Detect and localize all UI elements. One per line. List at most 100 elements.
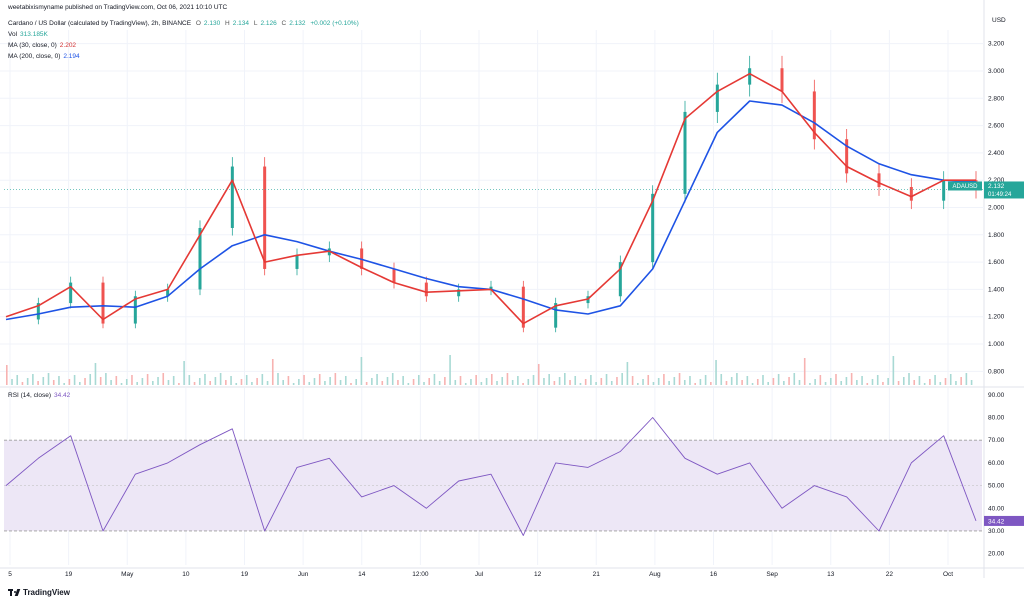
volume-bar bbox=[725, 381, 728, 385]
volume-bar bbox=[694, 383, 696, 385]
volume-bar bbox=[444, 377, 446, 385]
volume-bar bbox=[334, 373, 337, 385]
volume-bar bbox=[829, 378, 832, 385]
tradingview-logo[interactable]: TradingView bbox=[8, 588, 70, 597]
volume-bar bbox=[397, 380, 399, 385]
volume-bar bbox=[574, 376, 577, 385]
y-tick-label: 1.000 bbox=[988, 341, 1005, 348]
ma200-legend[interactable]: MA (200, close, 0) 2.194 bbox=[8, 53, 80, 60]
volume-bar bbox=[767, 382, 769, 385]
volume-bar bbox=[204, 374, 206, 385]
volume-bar bbox=[569, 380, 571, 385]
volume-bar bbox=[657, 378, 660, 385]
rsi-y-tick-label: 50.00 bbox=[988, 483, 1005, 490]
y-tick-label: 2.200 bbox=[988, 177, 1005, 184]
volume-bar bbox=[835, 374, 837, 385]
symbol-title[interactable]: Cardano / US Dollar (calculated by Tradi… bbox=[8, 20, 192, 27]
volume-bar bbox=[209, 381, 211, 385]
volume-bar bbox=[637, 383, 639, 385]
rsi-y-tick-label: 20.00 bbox=[988, 551, 1005, 558]
volume-bar bbox=[376, 374, 378, 385]
volume-bar bbox=[496, 381, 498, 385]
volume-bar bbox=[929, 379, 931, 385]
ohlc-high: 2.134 bbox=[232, 20, 249, 27]
volume-legend[interactable]: Vol 313.185K bbox=[8, 31, 48, 38]
volume-bar bbox=[652, 382, 655, 385]
volume-bar bbox=[470, 379, 472, 385]
volume-bar bbox=[21, 382, 24, 385]
candle bbox=[909, 187, 913, 201]
price-tag-countdown: 01:49:24 bbox=[988, 192, 1012, 198]
volume-bar bbox=[892, 356, 895, 385]
volume-bar bbox=[537, 364, 540, 385]
x-tick-label: 21 bbox=[593, 571, 601, 578]
volume-bar bbox=[89, 374, 92, 385]
volume-bar bbox=[193, 382, 196, 385]
candle bbox=[230, 166, 234, 228]
volume-bar bbox=[856, 380, 858, 385]
volume-bar bbox=[923, 383, 926, 385]
volume-bar bbox=[298, 379, 300, 385]
x-tick-label: Jul bbox=[475, 571, 484, 578]
candle bbox=[618, 262, 622, 297]
volume-bar bbox=[871, 379, 874, 385]
volume-bar bbox=[110, 380, 112, 385]
x-tick-label: Jun bbox=[298, 571, 309, 578]
volume-bar bbox=[251, 382, 253, 385]
volume-bar bbox=[47, 373, 50, 385]
volume-bar bbox=[595, 382, 597, 385]
ma30-line[interactable] bbox=[5, 72, 976, 325]
volume-bar bbox=[324, 381, 326, 385]
volume-bar bbox=[167, 380, 170, 385]
volume-bar bbox=[417, 375, 420, 385]
candle bbox=[651, 193, 655, 263]
volume-bar bbox=[371, 378, 373, 385]
volume-bar bbox=[970, 380, 973, 385]
volume-bar bbox=[824, 382, 827, 385]
volume-bar bbox=[355, 379, 358, 385]
volume-bar bbox=[407, 383, 410, 385]
y-tick-label: 1.200 bbox=[988, 314, 1005, 321]
volume-bar bbox=[590, 375, 592, 385]
volume-bar bbox=[115, 376, 118, 385]
candle bbox=[166, 289, 170, 297]
volume-bar bbox=[960, 377, 962, 385]
volume-bar bbox=[131, 375, 133, 385]
volume-bar bbox=[475, 375, 477, 385]
volume-bar bbox=[944, 378, 947, 385]
volume-bar bbox=[511, 380, 514, 385]
volume-bar bbox=[741, 380, 743, 385]
volume-bar bbox=[79, 382, 81, 385]
candle bbox=[101, 282, 105, 324]
currency-label: USD bbox=[992, 17, 1006, 24]
volume-bar bbox=[261, 374, 264, 385]
volume-bar bbox=[360, 357, 363, 385]
volume-bar bbox=[647, 375, 650, 385]
volume-bar bbox=[292, 383, 295, 385]
candle bbox=[812, 91, 816, 140]
volume-bar bbox=[803, 358, 806, 385]
volume-bar bbox=[198, 378, 201, 385]
candle bbox=[748, 68, 752, 85]
volume-bar bbox=[715, 360, 717, 385]
volume-bar bbox=[282, 380, 284, 385]
rsi-y-tick-label: 80.00 bbox=[988, 415, 1005, 422]
volume-bar bbox=[235, 383, 238, 385]
volume-bar bbox=[720, 374, 723, 385]
volume-bar bbox=[183, 361, 185, 385]
volume-bar bbox=[579, 383, 582, 385]
ma30-legend[interactable]: MA (30, close, 0) 2.202 bbox=[8, 42, 77, 49]
volume-bar bbox=[94, 363, 97, 385]
volume-bar bbox=[271, 359, 274, 385]
volume-bar bbox=[751, 383, 754, 385]
candle bbox=[36, 303, 40, 320]
candle bbox=[942, 180, 946, 201]
rsi-line[interactable] bbox=[5, 417, 977, 536]
volume-bar bbox=[798, 380, 801, 385]
volume-bar bbox=[506, 373, 509, 385]
volume-bar bbox=[365, 382, 368, 385]
volume-bar bbox=[162, 373, 165, 385]
volume-bar bbox=[58, 376, 60, 385]
rsi-legend[interactable]: RSI (14, close) 34.42 bbox=[8, 392, 71, 399]
